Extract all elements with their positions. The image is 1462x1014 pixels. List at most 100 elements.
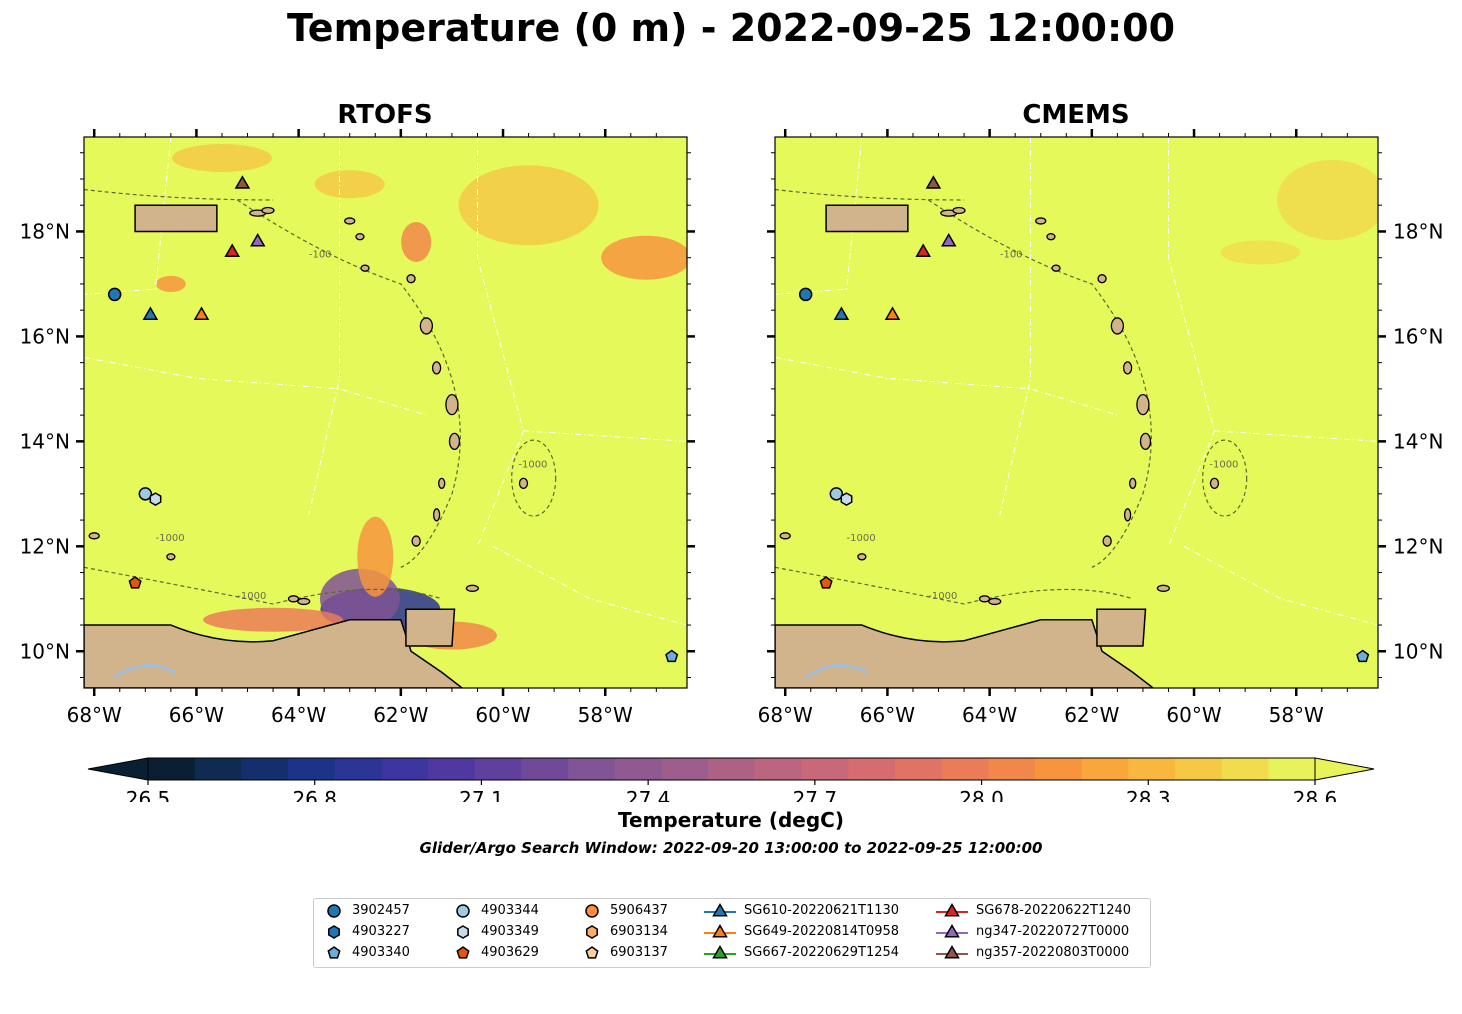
land-puerto-rico [134,204,218,233]
legend-symbol [944,903,960,917]
x-tick-label: 60°W [475,703,530,727]
island [287,595,300,603]
y-tick-label: 12°N [20,534,70,558]
island [166,553,176,561]
colorbar-extend-min [87,757,149,781]
contour-label: -1000 [1209,460,1238,471]
platform-marker [941,232,957,247]
island [432,508,441,522]
river [804,664,868,679]
colorbar-segment [848,758,896,780]
search-window-note: Glider/Argo Search Window: 2022-09-20 13… [419,839,1043,857]
legend-label: 4903227 [352,924,410,939]
colorbar-segment [241,758,289,780]
eez-boundary [84,356,427,416]
map-panel-rtofs: -100 -1000 -1000 -1000 68°W 66°W 64°W 62°W 60°W 5… [20,129,695,727]
bathymetry-contour [236,199,461,568]
colorbar-segment [988,758,1036,780]
legend-label: 5906437 [610,903,668,918]
x-tick-label: 68°W [758,703,813,727]
bathymetry-contour [775,566,1133,605]
y-tick-label: 16°N [20,324,70,348]
bathymetry-contour [84,188,274,201]
temperature-anomaly [155,275,186,292]
x-tick-label: 66°W [169,703,224,727]
eez-boundary [476,137,525,547]
island [344,217,356,225]
legend-symbol [327,946,341,959]
legend-marker [585,946,599,959]
platform-marker [234,175,251,189]
land-trinidad [1096,608,1147,647]
legend-label: SG678-20220622T1240 [976,903,1132,918]
legend-label: 3902457 [352,903,410,918]
legend-symbol [327,904,341,918]
island [448,432,461,451]
island [1209,477,1220,489]
colorbar-segment [568,758,616,780]
colorbar-segment [1081,758,1129,780]
contour-label: -1000 [237,591,266,602]
platform-marker [224,243,240,257]
legend-symbol [712,903,728,917]
y-tick-label: 10°N [1393,639,1443,663]
island [1129,477,1137,489]
island [1051,264,1061,272]
island [355,233,365,241]
temperature-anomaly [1277,159,1378,240]
colorbar: 26.5 26.8 27.1 27.4 27.7 28.0 28.3 28.6 [87,757,1375,802]
temperature-anomaly [203,607,344,632]
legend-label: 4903344 [481,903,539,918]
y-tick-label: 16°N [1393,324,1443,348]
x-tick-label: 62°W [1064,703,1119,727]
legend-label: SG610-20220621T1130 [744,903,900,918]
eez-boundary [999,137,1032,515]
map-frame [774,136,1379,689]
legend-label: ng357-20220803T0000 [976,945,1130,960]
legend-label: ng347-20220727T0000 [976,924,1130,939]
island [1097,274,1107,284]
legend-marker [936,924,968,938]
river [113,664,177,679]
temperature-anomaly [357,516,394,597]
legend-marker [936,945,968,959]
temperature-anomaly [458,165,599,246]
island [1156,584,1171,592]
temperature-anomaly [401,221,432,262]
colorbar-tick-label: 27.4 [626,787,671,802]
island [518,477,529,489]
x-tick-label: 62°W [373,703,428,727]
legend-symbol [586,925,598,939]
legend-symbol [585,946,599,959]
legend-symbol [944,924,960,938]
platform-marker [1356,649,1370,663]
map-frame [83,136,688,689]
colorbar-tick-label: 27.1 [459,787,504,802]
colorbar-tick-label: 26.5 [126,787,171,802]
island [988,597,1002,606]
colorbar-segment [754,758,803,780]
figure-title: Temperature (0 m) - 2022-09-25 12:00:00 [286,6,1176,50]
legend-symbol [585,904,599,918]
temperature-anomaly [1220,240,1301,265]
island [297,597,311,606]
island [857,553,867,561]
y-tick-label: 14°N [1393,429,1443,453]
colorbar-segment [148,758,196,780]
land-venezuela [84,619,464,688]
x-tick-label: 64°W [962,703,1017,727]
x-tick-label: 66°W [860,703,915,727]
maps: -100 -1000 -1000 -1000 68°W 66°W 64°W 62°W 60°W 5… [20,129,1443,727]
eez-boundary [308,137,341,515]
platform-marker [925,175,942,189]
legend-symbol [712,945,728,959]
platform-marker [884,306,901,320]
island [438,477,446,489]
platform-marker [915,243,931,257]
x-tick-label: 58°W [578,703,633,727]
legend-marker [704,924,736,938]
temperature-anomaly [314,170,385,199]
legend-symbol [456,904,470,918]
legend-marker [704,945,736,959]
island [1139,432,1152,451]
